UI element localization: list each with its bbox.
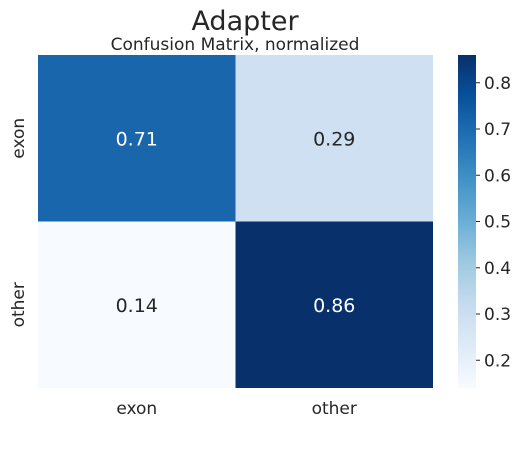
- heatmap-cell-exon-exon: [38, 55, 236, 222]
- cell-value-label: 0.14: [116, 295, 158, 317]
- cell-value-label: 0.29: [313, 128, 355, 150]
- colorbar-tick-label: 0.5: [484, 213, 511, 233]
- colorbar-tick-label: 0.2: [484, 351, 511, 371]
- y-tick-label: exon: [9, 118, 29, 159]
- heatmap-cell-other-exon: [38, 221, 236, 388]
- x-tick-label: other: [312, 399, 357, 419]
- colorbar-tick-label: 0.8: [484, 74, 511, 94]
- heatmap-cells: [38, 55, 433, 388]
- x-tick-label: exon: [116, 399, 157, 419]
- colorbar-tick-label: 0.6: [484, 166, 511, 186]
- colorbar: [458, 55, 476, 388]
- chart-title: Adapter: [191, 6, 299, 37]
- y-axis-ticks: exon other: [9, 118, 29, 328]
- cell-value-label: 0.86: [313, 295, 355, 317]
- chart-subtitle: Confusion Matrix, normalized: [111, 35, 360, 55]
- x-axis-ticks: exon other: [116, 399, 357, 419]
- colorbar-tick-label: 0.4: [484, 259, 511, 279]
- heatmap-cell-labels: 0.71 0.29 0.14 0.86: [116, 128, 356, 317]
- heatmap-cell-other-other: [235, 221, 433, 388]
- y-tick-label: other: [9, 282, 29, 327]
- colorbar-tick-label: 0.7: [484, 120, 511, 140]
- cell-value-label: 0.71: [116, 128, 158, 150]
- heatmap-cell-exon-other: [235, 55, 433, 222]
- colorbar-ticks: 0.2 0.3 0.4 0.5 0.6 0.7 0.8: [476, 74, 511, 371]
- colorbar-tick-label: 0.3: [484, 305, 511, 325]
